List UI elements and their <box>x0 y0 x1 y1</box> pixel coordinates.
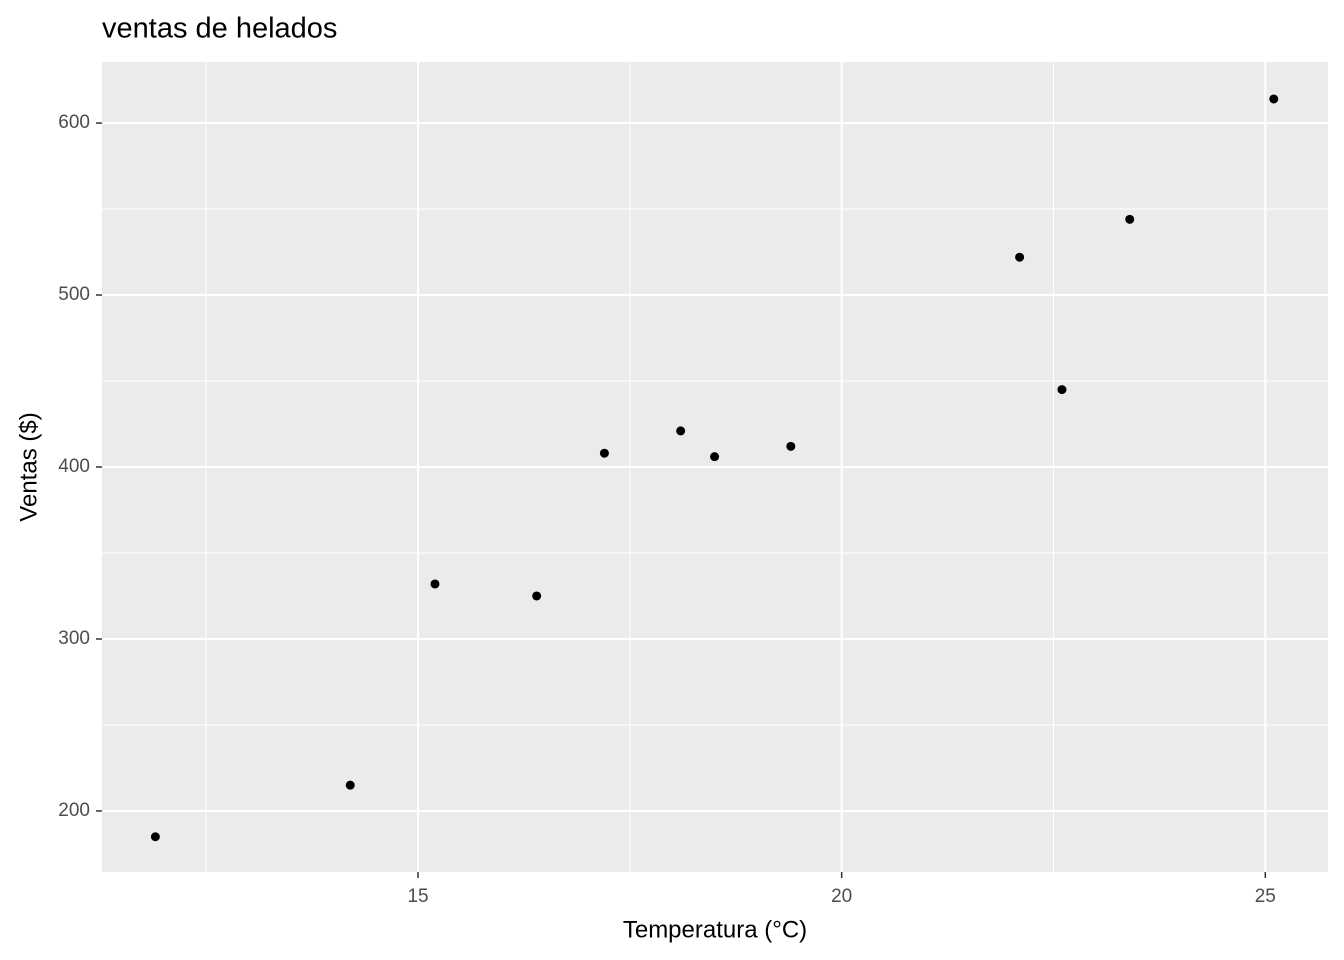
y-tick-label: 400 <box>58 456 90 477</box>
point <box>1057 385 1067 395</box>
y-tick-label: 200 <box>58 800 90 821</box>
point <box>1015 252 1025 262</box>
point <box>599 448 609 458</box>
x-tick-label: 25 <box>1255 886 1276 907</box>
y-tick-label: 500 <box>58 284 90 305</box>
chart-title: ventas de helados <box>102 13 337 45</box>
y-tick-label: 300 <box>58 628 90 649</box>
point <box>1125 214 1135 224</box>
y-tick-label: 600 <box>58 112 90 133</box>
point <box>150 832 160 842</box>
point <box>676 426 686 436</box>
point <box>710 452 720 462</box>
point <box>532 591 542 601</box>
x-tick-label: 15 <box>407 886 428 907</box>
point <box>345 780 355 790</box>
x-axis-title: Temperatura (°C) <box>623 916 807 943</box>
point <box>1269 94 1279 104</box>
x-tick-label: 20 <box>831 886 852 907</box>
point <box>430 579 440 589</box>
y-axis-title: Ventas ($) <box>15 412 42 521</box>
point <box>786 441 796 451</box>
